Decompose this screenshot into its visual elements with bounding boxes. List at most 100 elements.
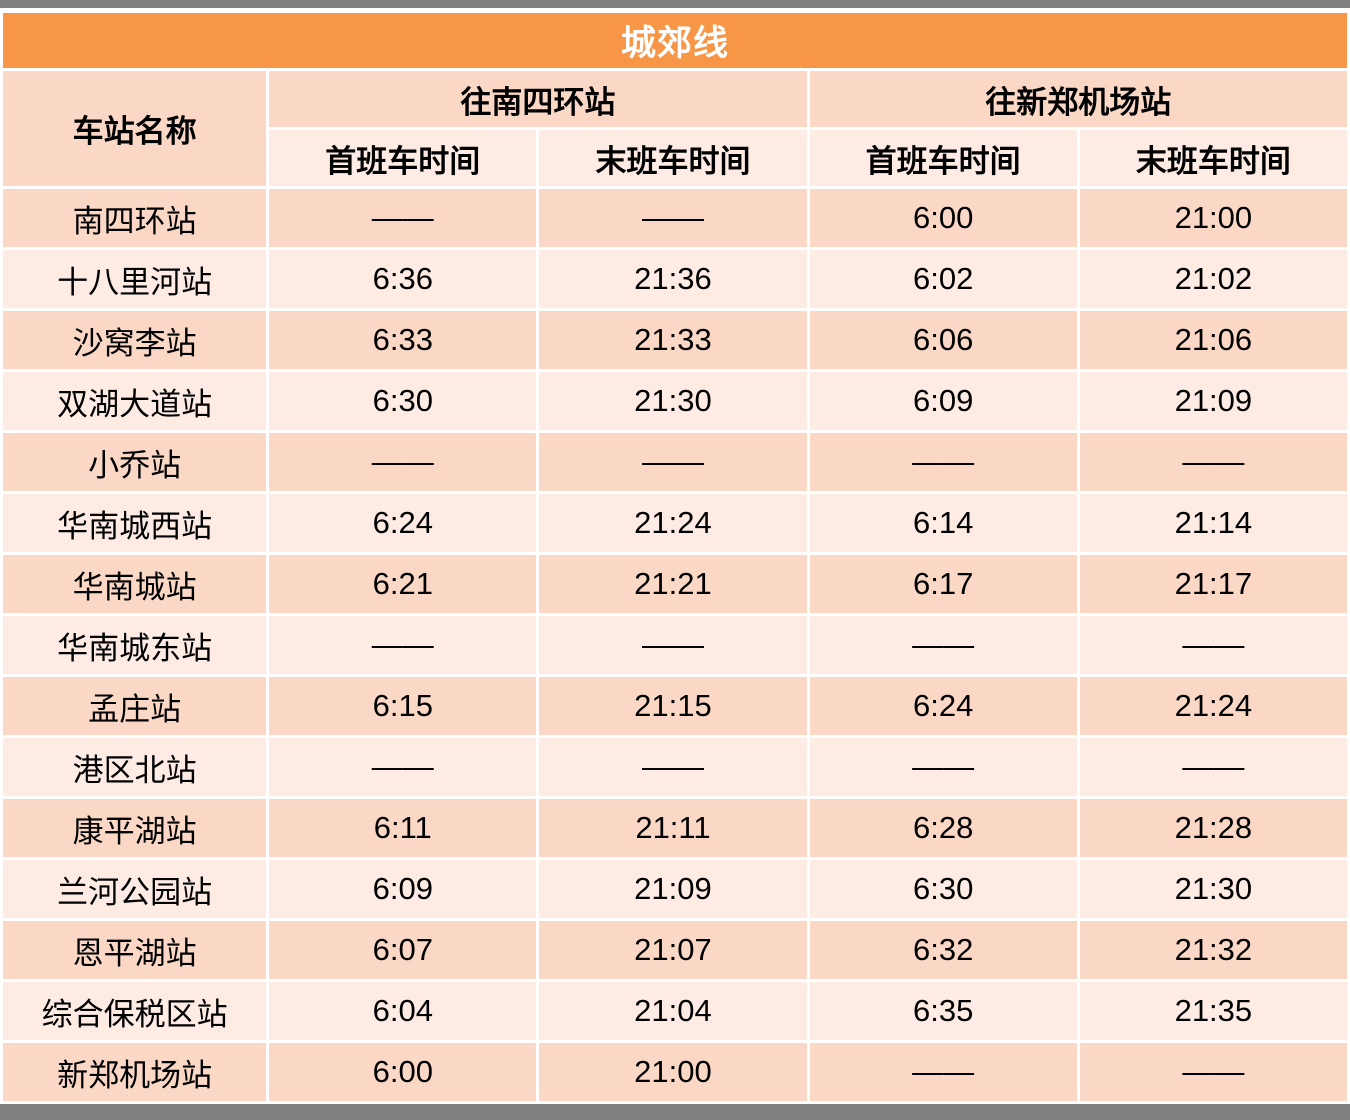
time-cell: —— [1079,1043,1347,1101]
time-cell: 6:09 [809,372,1077,430]
subheader-first-train-2: 首班车时间 [809,130,1077,186]
time-cell: 21:36 [539,250,807,308]
time-cell: 6:14 [809,494,1077,552]
table-row: 孟庄站 6:15 21:15 6:24 21:24 [3,677,1347,735]
time-cell: —— [539,189,807,247]
subheader-last-train-2: 末班车时间 [1079,130,1347,186]
time-cell: 6:21 [269,555,537,613]
table-row: 康平湖站 6:11 21:11 6:28 21:28 [3,799,1347,857]
time-cell: 21:14 [1079,494,1347,552]
time-cell: 21:24 [1079,677,1347,735]
table-row: 华南城站 6:21 21:21 6:17 21:17 [3,555,1347,613]
time-cell: 21:02 [1079,250,1347,308]
time-cell: 21:35 [1079,982,1347,1040]
time-cell: —— [809,738,1077,796]
time-cell: 21:24 [539,494,807,552]
time-cell: 6:30 [809,860,1077,918]
table-row: 新郑机场站 6:00 21:00 —— —— [3,1043,1347,1101]
bottom-frame-bar [0,1104,1350,1120]
time-cell: 6:28 [809,799,1077,857]
time-cell: 6:06 [809,311,1077,369]
time-cell: 21:04 [539,982,807,1040]
direction-header-xinzheng-airport: 往新郑机场站 [809,71,1347,127]
time-cell: 21:17 [1079,555,1347,613]
time-cell: 21:11 [539,799,807,857]
station-cell: 康平湖站 [3,799,267,857]
time-cell: 6:00 [269,1043,537,1101]
table-row: 华南城西站 6:24 21:24 6:14 21:14 [3,494,1347,552]
time-cell: —— [809,1043,1077,1101]
station-cell: 兰河公园站 [3,860,267,918]
time-cell: 6:32 [809,921,1077,979]
header-row-directions: 车站名称 往南四环站 往新郑机场站 [3,71,1347,186]
time-cell: 21:28 [1079,799,1347,857]
time-cell: —— [1079,433,1347,491]
table-row: 小乔站 —— —— —— —— [3,433,1347,491]
time-cell: —— [269,616,537,674]
time-cell: 6:09 [269,860,537,918]
station-cell: 华南城西站 [3,494,267,552]
station-cell: 双湖大道站 [3,372,267,430]
time-cell: —— [1079,616,1347,674]
time-cell: 21:33 [539,311,807,369]
time-cell: 6:24 [809,677,1077,735]
time-cell: —— [269,433,537,491]
time-cell: 21:00 [539,1043,807,1101]
time-cell: 6:30 [269,372,537,430]
time-cell: —— [539,616,807,674]
time-cell: 21:09 [539,860,807,918]
time-cell: 21:21 [539,555,807,613]
time-cell: 21:15 [539,677,807,735]
station-cell: 恩平湖站 [3,921,267,979]
time-cell: 6:07 [269,921,537,979]
time-cell: 6:24 [269,494,537,552]
station-cell: 南四环站 [3,189,267,247]
station-cell: 新郑机场站 [3,1043,267,1101]
subheader-first-train-1: 首班车时间 [269,130,537,186]
table-row: 综合保税区站 6:04 21:04 6:35 21:35 [3,982,1347,1040]
time-cell: —— [539,738,807,796]
station-cell: 华南城站 [3,555,267,613]
time-cell: 6:02 [809,250,1077,308]
title-row: 城郊线 [3,13,1347,68]
subheader-last-train-1: 末班车时间 [539,130,807,186]
station-cell: 十八里河站 [3,250,267,308]
direction-header-nansihuan: 往南四环站 [269,71,807,127]
station-cell: 沙窝李站 [3,311,267,369]
station-cell: 孟庄站 [3,677,267,735]
time-cell: 6:15 [269,677,537,735]
station-name-header: 车站名称 [3,71,267,186]
table-row: 华南城东站 —— —— —— —— [3,616,1347,674]
time-cell: —— [809,433,1077,491]
time-cell: 6:11 [269,799,537,857]
top-frame-bar [0,0,1350,8]
table-row: 双湖大道站 6:30 21:30 6:09 21:09 [3,372,1347,430]
time-cell: 6:36 [269,250,537,308]
header-row-times: 首班车时间 末班车时间 首班车时间 末班车时间 [3,130,1347,186]
time-cell: 21:30 [1079,860,1347,918]
time-cell: 6:00 [809,189,1077,247]
table-row: 沙窝李站 6:33 21:33 6:06 21:06 [3,311,1347,369]
table-row: 港区北站 —— —— —— —— [3,738,1347,796]
time-cell: 21:32 [1079,921,1347,979]
time-cell: 6:33 [269,311,537,369]
time-cell: —— [1079,738,1347,796]
table-row: 恩平湖站 6:07 21:07 6:32 21:32 [3,921,1347,979]
time-cell: 6:17 [809,555,1077,613]
time-cell: 21:07 [539,921,807,979]
time-cell: 21:30 [539,372,807,430]
station-cell: 华南城东站 [3,616,267,674]
table-row: 南四环站 —— —— 6:00 21:00 [3,189,1347,247]
time-cell: —— [269,738,537,796]
time-cell: 21:00 [1079,189,1347,247]
table-title: 城郊线 [3,13,1347,68]
time-cell: 6:04 [269,982,537,1040]
table-row: 兰河公园站 6:09 21:09 6:30 21:30 [3,860,1347,918]
timetable-table: 城郊线 车站名称 往南四环站 往新郑机场站 首班车时间 末班车时间 首班车时间 … [0,10,1350,1104]
time-cell: 6:35 [809,982,1077,1040]
station-cell: 港区北站 [3,738,267,796]
station-cell: 小乔站 [3,433,267,491]
time-cell: —— [539,433,807,491]
time-cell: —— [809,616,1077,674]
